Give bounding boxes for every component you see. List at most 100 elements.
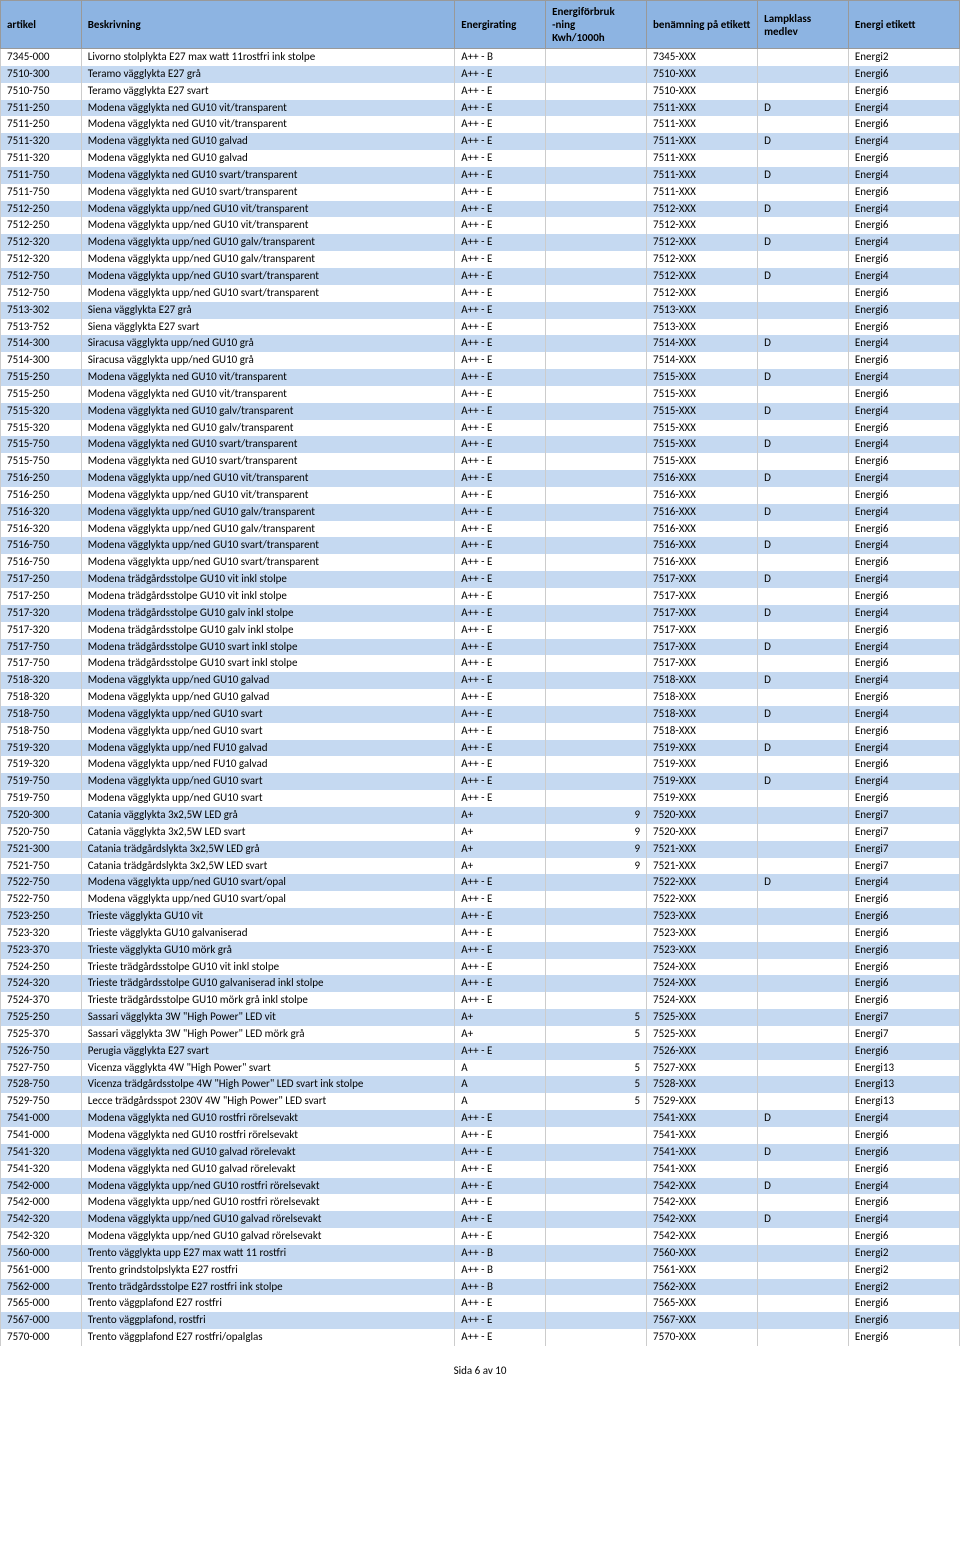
cell-forbruk: 9 <box>546 841 647 858</box>
cell-etikett: Energi4 <box>848 740 959 757</box>
cell-rating: A++ - E <box>455 285 546 302</box>
cell-besk: Modena vägglykta upp/ned GU10 svart/tran… <box>81 285 455 302</box>
table-row: 7517-250Modena trädgårdsstolpe GU10 vit … <box>1 588 960 605</box>
cell-artikel: 7525-250 <box>1 1009 82 1026</box>
cell-benamn: 7513-XXX <box>647 302 758 319</box>
cell-rating: A++ - E <box>455 453 546 470</box>
cell-forbruk <box>546 234 647 251</box>
cell-forbruk <box>546 1295 647 1312</box>
cell-benamn: 7562-XXX <box>647 1279 758 1296</box>
cell-benamn: 7542-XXX <box>647 1194 758 1211</box>
table-row: 7518-320Modena vägglykta upp/ned GU10 ga… <box>1 689 960 706</box>
cell-besk: Modena trädgårdsstolpe GU10 galv inkl st… <box>81 605 455 622</box>
cell-etikett: Energi4 <box>848 470 959 487</box>
cell-benamn: 7512-XXX <box>647 201 758 218</box>
cell-benamn: 7527-XXX <box>647 1060 758 1077</box>
cell-artikel: 7516-750 <box>1 537 82 554</box>
table-row: 7523-320Trieste vägglykta GU10 galvanise… <box>1 925 960 942</box>
table-row: 7519-750Modena vägglykta upp/ned GU10 sv… <box>1 773 960 790</box>
cell-rating: A++ - E <box>455 622 546 639</box>
cell-besk: Livorno stolplykta E27 max watt 11rostfr… <box>81 49 455 66</box>
cell-benamn: 7512-XXX <box>647 268 758 285</box>
cell-etikett: Energi6 <box>848 302 959 319</box>
cell-benamn: 7522-XXX <box>647 874 758 891</box>
cell-etikett: Energi6 <box>848 1043 959 1060</box>
cell-forbruk <box>546 655 647 672</box>
table-row: 7515-750Modena vägglykta ned GU10 svart/… <box>1 453 960 470</box>
cell-rating: A++ - E <box>455 1161 546 1178</box>
cell-besk: Modena vägglykta upp/ned GU10 galvad rör… <box>81 1228 455 1245</box>
cell-rating: A++ - B <box>455 1245 546 1262</box>
cell-lamp: D <box>758 1144 849 1161</box>
cell-lamp <box>758 992 849 1009</box>
cell-benamn: 7519-XXX <box>647 756 758 773</box>
cell-lamp <box>758 891 849 908</box>
table-row: 7528-750Vicenza trädgårdsstolpe 4W "High… <box>1 1076 960 1093</box>
table-row: 7512-320Modena vägglykta upp/ned GU10 ga… <box>1 234 960 251</box>
cell-lamp <box>758 319 849 336</box>
cell-forbruk <box>546 251 647 268</box>
cell-lamp: D <box>758 133 849 150</box>
cell-besk: Modena vägglykta ned GU10 rostfri rörels… <box>81 1110 455 1127</box>
cell-lamp: D <box>758 672 849 689</box>
cell-benamn: 7541-XXX <box>647 1144 758 1161</box>
cell-besk: Modena vägglykta ned GU10 svart/transpar… <box>81 184 455 201</box>
cell-etikett: Energi6 <box>848 925 959 942</box>
cell-rating: A++ - E <box>455 773 546 790</box>
cell-benamn: 7521-XXX <box>647 858 758 875</box>
cell-besk: Modena vägglykta ned GU10 vit/transparen… <box>81 369 455 386</box>
cell-besk: Modena vägglykta upp/ned GU10 svart <box>81 773 455 790</box>
cell-benamn: 7520-XXX <box>647 807 758 824</box>
cell-benamn: 7517-XXX <box>647 571 758 588</box>
cell-etikett: Energi4 <box>848 537 959 554</box>
cell-artikel: 7516-320 <box>1 521 82 538</box>
cell-etikett: Energi6 <box>848 420 959 437</box>
cell-benamn: 7515-XXX <box>647 453 758 470</box>
cell-artikel: 7510-300 <box>1 66 82 83</box>
cell-forbruk <box>546 1110 647 1127</box>
cell-rating: A++ - E <box>455 874 546 891</box>
cell-rating: A++ - E <box>455 217 546 234</box>
cell-artikel: 7562-000 <box>1 1279 82 1296</box>
cell-artikel: 7511-750 <box>1 184 82 201</box>
cell-lamp <box>758 521 849 538</box>
table-row: 7516-750Modena vägglykta upp/ned GU10 sv… <box>1 537 960 554</box>
cell-artikel: 7511-750 <box>1 167 82 184</box>
table-row: 7541-320Modena vägglykta ned GU10 galvad… <box>1 1161 960 1178</box>
cell-etikett: Energi4 <box>848 706 959 723</box>
table-row: 7562-000Trento trädgårdsstolpe E27 rostf… <box>1 1279 960 1296</box>
cell-besk: Modena vägglykta upp/ned GU10 galv/trans… <box>81 504 455 521</box>
table-row: 7515-750Modena vägglykta ned GU10 svart/… <box>1 436 960 453</box>
cell-etikett: Energi6 <box>848 386 959 403</box>
cell-lamp <box>758 1262 849 1279</box>
table-row: 7513-752Siena vägglykta E27 svartA++ - E… <box>1 319 960 336</box>
cell-artikel: 7511-320 <box>1 133 82 150</box>
energy-table: artikel Beskrivning Energirating Energif… <box>0 0 960 1346</box>
cell-lamp <box>758 116 849 133</box>
table-row: 7512-320Modena vägglykta upp/ned GU10 ga… <box>1 251 960 268</box>
cell-besk: Siracusa vägglykta upp/ned GU10 grå <box>81 352 455 369</box>
cell-lamp: D <box>758 201 849 218</box>
cell-benamn: 7524-XXX <box>647 959 758 976</box>
cell-forbruk <box>546 959 647 976</box>
cell-forbruk <box>546 942 647 959</box>
cell-besk: Modena vägglykta ned GU10 svart/transpar… <box>81 436 455 453</box>
cell-forbruk <box>546 133 647 150</box>
cell-benamn: 7516-XXX <box>647 554 758 571</box>
cell-benamn: 7510-XXX <box>647 66 758 83</box>
table-row: 7517-750Modena trädgårdsstolpe GU10 svar… <box>1 655 960 672</box>
cell-lamp <box>758 807 849 824</box>
cell-artikel: 7520-750 <box>1 824 82 841</box>
cell-forbruk <box>546 66 647 83</box>
cell-artikel: 7541-320 <box>1 1161 82 1178</box>
cell-benamn: 7515-XXX <box>647 403 758 420</box>
cell-rating: A++ - E <box>455 790 546 807</box>
cell-rating: A++ - E <box>455 100 546 117</box>
cell-besk: Modena vägglykta upp/ned GU10 vit/transp… <box>81 470 455 487</box>
cell-artikel: 7515-250 <box>1 369 82 386</box>
cell-benamn: 7517-XXX <box>647 622 758 639</box>
cell-lamp <box>758 217 849 234</box>
cell-besk: Trieste trädgårdsstolpe GU10 vit inkl st… <box>81 959 455 976</box>
cell-besk: Modena vägglykta upp/ned GU10 galvad <box>81 689 455 706</box>
cell-besk: Trento grindstolpslykta E27 rostfri <box>81 1262 455 1279</box>
